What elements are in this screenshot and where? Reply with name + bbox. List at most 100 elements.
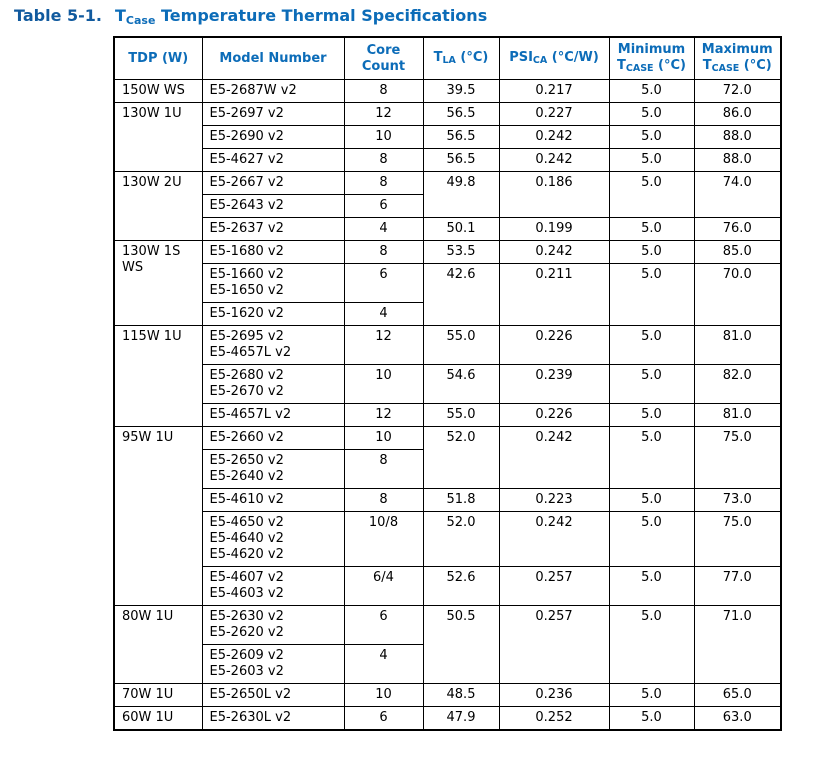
header-text: Core xyxy=(366,42,401,58)
header-text: T xyxy=(617,58,626,73)
cell-model: E5-2609 v2 E5-2603 v2 xyxy=(201,644,345,684)
cell-model: E5-4650 v2 E5-4640 v2 E5-4620 v2 xyxy=(201,511,345,567)
cell-psi: 0.199 xyxy=(498,217,610,241)
table-row: 130W 1S WS E5-1680 v2 8 53.5 0.242 5.0 85.0 xyxy=(113,240,782,326)
cell-tdp: 80W 1U xyxy=(113,605,203,684)
cell-max: 65.0 xyxy=(693,683,782,707)
header-text: PSI xyxy=(509,50,533,65)
table-row: 70W 1U E5-2650L v2 10 48.5 0.236 5.0 65.0 xyxy=(113,683,782,707)
cell-model: E5-2650L v2 xyxy=(201,683,345,707)
cell-tdp: 130W 2U xyxy=(113,171,203,241)
cell-tdp: 70W 1U xyxy=(113,683,203,707)
cell-tdp: 130W 1U xyxy=(113,102,203,172)
cell-model: E5-2690 v2 xyxy=(201,125,345,149)
header-text: Model Number xyxy=(219,50,327,66)
cell-tla: 56.5 xyxy=(422,148,500,172)
table-caption: Table 5-1. TCase Temperature Thermal Spe… xyxy=(14,6,488,27)
cell-core: 6 xyxy=(343,263,424,303)
cell-model: E5-2637 v2 xyxy=(201,217,345,241)
cell-model: E5-4657L v2 xyxy=(201,403,345,427)
cell-core: 8 xyxy=(343,148,424,172)
cell-max: 77.0 xyxy=(693,566,782,606)
cell-max: 76.0 xyxy=(693,217,782,241)
cell-model: E5-2695 v2 E5-4657L v2 xyxy=(201,325,345,365)
cell-core: 6 xyxy=(343,194,424,218)
cell-model: E5-2697 v2 xyxy=(201,102,345,126)
cell-max: 71.0 xyxy=(693,605,782,684)
cell-tla: 39.5 xyxy=(422,79,500,103)
cell-min: 5.0 xyxy=(608,240,695,264)
table-row: E5-2650 v2 E5-2640 v2 8 xyxy=(114,449,781,489)
cell-max: 81.0 xyxy=(693,325,782,365)
header-subscript: CASE xyxy=(625,63,654,74)
caption-tcase-subscript: Case xyxy=(125,14,156,27)
table-row: E5-4650 v2 E5-4640 v2 E5-4620 v2 10/8 52.0 0.… xyxy=(114,511,782,567)
table-caption-number: Table 5-1. xyxy=(14,6,102,25)
cell-max: 70.0 xyxy=(693,263,782,326)
cell-model: E5-2630L v2 xyxy=(201,706,345,731)
cell-max: 75.0 xyxy=(693,511,782,567)
cell-min: 5.0 xyxy=(608,605,695,684)
column-header-psi: PSICA (°C/W) xyxy=(498,36,610,80)
cell-core: 12 xyxy=(343,403,424,427)
cell-core: 6 xyxy=(343,706,424,731)
caption-title-rest: Temperature Thermal Specifications xyxy=(155,6,488,25)
header-text: (°C) xyxy=(455,50,489,65)
cell-tla: 53.5 xyxy=(422,240,500,264)
table-row: E5-4627 v2 8 56.5 0.242 5.0 88.0 xyxy=(114,148,782,172)
cell-core: 8 xyxy=(343,488,424,512)
cell-max: 74.0 xyxy=(693,171,782,218)
cell-psi: 0.226 xyxy=(498,325,610,365)
cell-max: 82.0 xyxy=(693,364,782,404)
cell-min: 5.0 xyxy=(608,511,695,567)
table-row: E5-2609 v2 E5-2603 v2 4 xyxy=(114,644,781,684)
cell-tla: 55.0 xyxy=(422,403,500,427)
cell-tla: 56.5 xyxy=(422,102,500,126)
cell-model: E5-2660 v2 xyxy=(201,426,345,450)
table-row: 60W 1U E5-2630L v2 6 47.9 0.252 5.0 63.0 xyxy=(113,706,782,731)
column-header-tdp: TDP (W) xyxy=(113,36,203,80)
cell-model: E5-4627 v2 xyxy=(201,148,345,172)
cell-min: 5.0 xyxy=(608,403,695,427)
column-header-max: Maximum TCASE (°C) xyxy=(693,36,782,80)
cell-tla: 52.6 xyxy=(422,566,500,606)
cell-psi: 0.239 xyxy=(498,364,610,404)
cell-max: 73.0 xyxy=(693,488,782,512)
header-text: (°C/W) xyxy=(547,50,599,65)
cell-model: E5-2687W v2 xyxy=(201,79,345,103)
cell-model: E5-4610 v2 xyxy=(201,488,345,512)
cell-min: 5.0 xyxy=(608,79,695,103)
cell-core: 8 xyxy=(343,449,424,489)
cell-psi: 0.223 xyxy=(498,488,610,512)
table-row: 130W 1U E5-2697 v2 12 56.5 0.227 5.0 86.0 xyxy=(113,102,782,172)
cell-tdp: 60W 1U xyxy=(113,706,203,731)
cell-psi: 0.236 xyxy=(498,683,610,707)
cell-min: 5.0 xyxy=(608,171,695,218)
cell-model: E5-1660 v2 E5-1650 v2 xyxy=(201,263,345,303)
cell-tla: 50.5 xyxy=(422,605,500,684)
cell-min: 5.0 xyxy=(608,217,695,241)
cell-max: 88.0 xyxy=(693,125,782,149)
table-row: E5-2690 v2 10 56.5 0.242 5.0 88.0 xyxy=(114,125,782,149)
table-row: 130W 2U E5-2667 v2 8 49.8 0.186 5.0 74.0 xyxy=(113,171,782,241)
cell-min: 5.0 xyxy=(608,683,695,707)
cell-tla: 55.0 xyxy=(422,325,500,365)
cell-min: 5.0 xyxy=(608,488,695,512)
cell-max: 86.0 xyxy=(693,102,782,126)
cell-psi: 0.257 xyxy=(498,605,610,684)
table-row: E5-4657L v2 12 55.0 0.226 5.0 81.0 xyxy=(114,403,782,427)
cell-tla: 47.9 xyxy=(422,706,500,731)
cell-core: 10 xyxy=(343,364,424,404)
table-header: TDP (W) Model Number Core Count TLA (°C) PSIC… xyxy=(113,36,782,80)
header-text: T xyxy=(433,50,443,65)
cell-core: 10/8 xyxy=(343,511,424,567)
header-subscript: LA xyxy=(442,55,456,66)
thermal-spec-table: TDP (W) Model Number Core Count TLA (°C) PSIC… xyxy=(113,36,782,731)
cell-min: 5.0 xyxy=(608,263,695,326)
cell-min: 5.0 xyxy=(608,566,695,606)
cell-psi: 0.242 xyxy=(498,426,610,489)
cell-max: 72.0 xyxy=(693,79,782,103)
cell-core: 4 xyxy=(343,302,424,326)
cell-core: 6/4 xyxy=(343,566,424,606)
cell-model: E5-2667 v2 xyxy=(201,171,345,195)
